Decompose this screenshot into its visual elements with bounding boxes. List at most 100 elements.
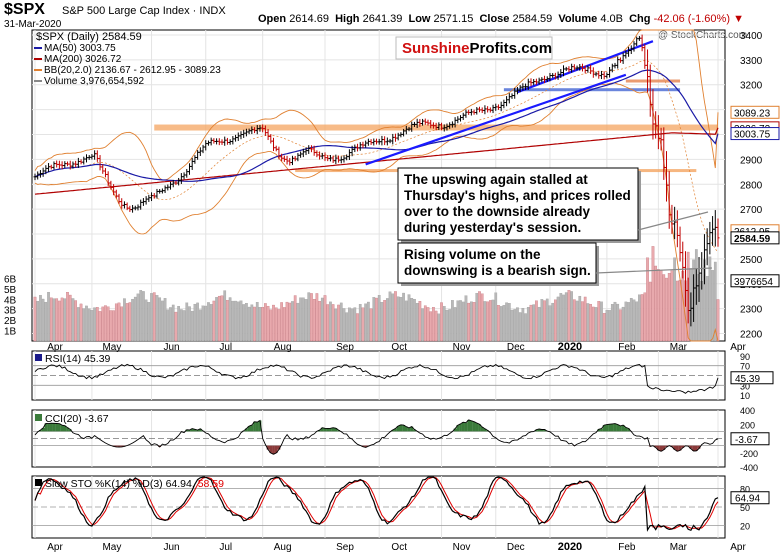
volume-bar bbox=[432, 307, 435, 342]
volume-bar bbox=[583, 296, 587, 342]
month-label: Dec bbox=[507, 542, 525, 552]
close-label: Close bbox=[479, 13, 510, 25]
volume-bar bbox=[610, 304, 614, 342]
volume-bar bbox=[228, 297, 232, 342]
volume-bar bbox=[350, 308, 354, 342]
value-box-3003.75: 3003.75 bbox=[730, 127, 780, 141]
legend-price: $SPX (Daily) 2584.59 bbox=[36, 31, 142, 43]
volume-value: 4.0B bbox=[600, 13, 623, 25]
volume-bar bbox=[277, 309, 281, 342]
cci-fill bbox=[608, 424, 611, 432]
volume-bar bbox=[423, 305, 427, 342]
cci-fill bbox=[681, 445, 685, 448]
volume-bar bbox=[488, 300, 492, 342]
volume-bar bbox=[66, 292, 69, 342]
volume-bar bbox=[177, 305, 180, 342]
cci-fill bbox=[692, 445, 696, 452]
volume-bar bbox=[155, 295, 159, 342]
cci-fill bbox=[266, 445, 270, 450]
volume-bar bbox=[518, 312, 522, 342]
legend-ma50: MA(50) 3003.75 bbox=[44, 43, 116, 54]
volume-bar bbox=[632, 299, 636, 342]
volume-bar bbox=[665, 277, 668, 342]
volume-bar bbox=[567, 290, 571, 342]
rsi-tick-label: 30 bbox=[740, 381, 750, 391]
volume-bar bbox=[570, 291, 573, 342]
price-month-labels: Dec bbox=[507, 342, 525, 353]
logo-text: SunshineProfits.com bbox=[402, 40, 552, 57]
volume-bar bbox=[624, 301, 628, 342]
volume-bar bbox=[507, 303, 511, 342]
cci-fill bbox=[654, 445, 658, 448]
volume-bar bbox=[616, 303, 620, 342]
volume-bar bbox=[418, 301, 422, 342]
volume-bar bbox=[356, 313, 359, 342]
volume-bar bbox=[385, 298, 389, 342]
rsi-tick-label: 10 bbox=[740, 391, 750, 401]
volume-bar bbox=[358, 304, 362, 342]
volume-bar bbox=[128, 302, 132, 342]
sto-legend: Slow STO %K(14) %D(3) 64.94, 58.59 bbox=[35, 478, 224, 490]
volume-bar bbox=[600, 301, 603, 342]
volume-bar bbox=[573, 299, 576, 342]
volume-bar bbox=[654, 265, 658, 342]
volume-bar bbox=[578, 295, 582, 342]
cci-fill bbox=[361, 445, 365, 447]
cci-fill bbox=[480, 427, 484, 432]
cci-fill bbox=[605, 424, 609, 432]
cci-fill bbox=[597, 429, 601, 432]
volume-bar bbox=[125, 303, 129, 342]
rsi-line bbox=[34, 363, 719, 394]
volume-bar bbox=[372, 297, 376, 342]
cci-fill bbox=[469, 420, 473, 432]
volume-bar bbox=[700, 280, 704, 342]
bollinger-middle-line bbox=[34, 60, 719, 253]
volume-bar bbox=[90, 310, 94, 342]
volume-bar bbox=[282, 307, 286, 342]
volume-bar bbox=[521, 307, 525, 342]
volume-bar bbox=[320, 297, 324, 342]
month-label: Jun bbox=[163, 542, 179, 552]
month-label: May bbox=[102, 542, 121, 552]
volume-bar bbox=[532, 304, 536, 342]
value-box-3089.23: 3089.23 bbox=[730, 105, 780, 119]
annotation-volume-line: Rising volume on the bbox=[404, 247, 541, 262]
cci-fill bbox=[621, 425, 625, 432]
price-month-labels: Mar bbox=[670, 342, 688, 353]
volume-bar bbox=[117, 302, 121, 342]
volume-bar bbox=[635, 301, 639, 342]
volume-bar bbox=[188, 306, 191, 342]
volume-bar bbox=[112, 310, 115, 342]
price-month-labels: May bbox=[102, 342, 121, 353]
cci-fill bbox=[193, 429, 197, 432]
volume-bar bbox=[483, 301, 487, 342]
volume-bar bbox=[535, 300, 538, 342]
volume-bar bbox=[161, 300, 164, 342]
cci-fill bbox=[402, 425, 406, 432]
price-bars bbox=[33, 34, 720, 327]
volume-bar bbox=[391, 293, 395, 342]
volume-bar bbox=[602, 313, 606, 342]
volume-bar bbox=[410, 298, 414, 342]
volume-bar bbox=[643, 292, 647, 342]
month-label: 2020 bbox=[558, 341, 582, 353]
chg-arrow-icon: ▼ bbox=[733, 13, 744, 25]
volume-bar bbox=[605, 309, 609, 342]
volume-bar bbox=[133, 296, 137, 342]
volume-bar bbox=[345, 312, 349, 342]
cci-fill bbox=[337, 430, 340, 432]
price-tick-label: 2300 bbox=[740, 305, 763, 316]
volume-bar bbox=[613, 301, 617, 342]
cci-fill bbox=[329, 428, 332, 432]
volume-bar bbox=[529, 304, 533, 342]
volume-bar bbox=[551, 302, 555, 342]
volume-bar bbox=[323, 295, 327, 342]
volume-label: Volume bbox=[558, 13, 598, 25]
cci-fill bbox=[689, 445, 693, 449]
cci-fill bbox=[250, 425, 254, 432]
volume-bar bbox=[451, 300, 454, 342]
volume-bar bbox=[193, 303, 197, 342]
volume-bar bbox=[540, 299, 544, 342]
annotation-volume-pointer bbox=[595, 267, 713, 274]
